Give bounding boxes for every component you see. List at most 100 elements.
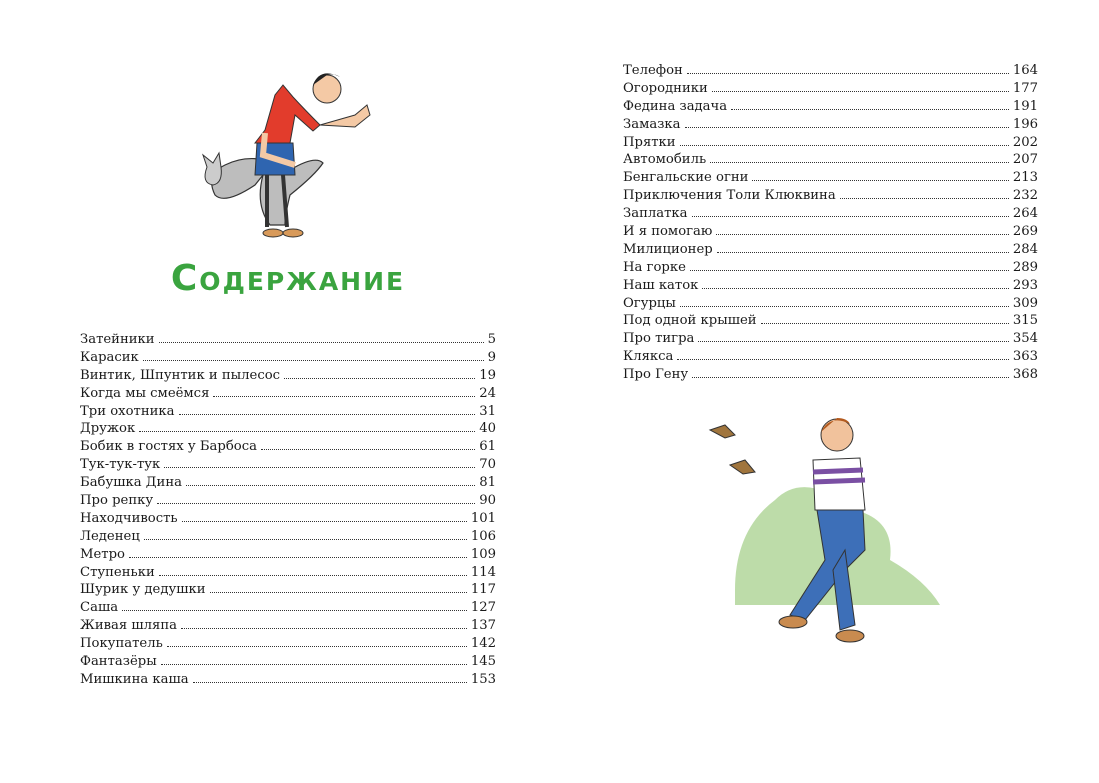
toc-entry[interactable]: Милиционер 284 — [623, 241, 1038, 259]
toc-entry[interactable]: Приключения Толи Клюквина 232 — [623, 187, 1038, 205]
toc-entry[interactable]: Находчивость 101 — [80, 510, 496, 528]
toc-entry[interactable]: Под одной крышей 315 — [623, 312, 1038, 330]
toc-entry[interactable]: Прятки 202 — [623, 134, 1038, 152]
toc-entry[interactable]: Огурцы 309 — [623, 295, 1038, 313]
toc-entry-page: 24 — [479, 385, 496, 401]
toc-entry[interactable]: Заплатка 264 — [623, 205, 1038, 223]
toc-entry-title: Карасик — [80, 349, 139, 365]
dot-leader — [178, 413, 476, 415]
toc-entry-page: 232 — [1012, 188, 1038, 204]
dot-leader — [711, 90, 1009, 92]
toc-entry[interactable]: Карасик 9 — [80, 349, 496, 367]
toc-entry-page: 202 — [1012, 134, 1038, 150]
dot-leader — [716, 251, 1009, 253]
toc-entry-title: Винтик, Шпунтик и пылесос — [80, 367, 281, 383]
dot-leader — [691, 216, 1009, 218]
toc-entry[interactable]: Метро 109 — [80, 546, 496, 564]
toc-entry-page: 309 — [1012, 295, 1038, 311]
walking-boy-illustration — [708, 418, 940, 643]
toc-entry-page: 19 — [479, 367, 496, 383]
toc-entry[interactable]: Покупатель 142 — [80, 635, 496, 653]
toc-entry-title: Фантазёры — [80, 654, 157, 670]
dot-leader — [142, 359, 484, 361]
dot-leader — [731, 108, 1009, 110]
toc-entry-page: 127 — [470, 600, 496, 616]
toc-entry[interactable]: Когда мы смеёмся 24 — [80, 385, 496, 403]
dot-leader — [752, 180, 1009, 182]
toc-entry-page: 137 — [470, 618, 496, 634]
toc-entry[interactable]: Наш каток 293 — [623, 277, 1038, 295]
dot-leader — [158, 574, 467, 576]
toc-entry[interactable]: Фантазёры 145 — [80, 653, 496, 671]
toc-entry-page: 153 — [470, 671, 496, 687]
toc-entry-page: 90 — [479, 493, 496, 509]
toc-entry[interactable]: Три охотника 31 — [80, 403, 496, 421]
toc-entry-title: Клякса — [623, 349, 674, 365]
toc-entry[interactable]: Саша 127 — [80, 599, 496, 617]
toc-entry[interactable]: Бабушка Дина 81 — [80, 474, 496, 492]
toc-entry-page: 269 — [1012, 224, 1038, 240]
toc-entry[interactable]: Ступеньки 114 — [80, 564, 496, 582]
toc-entry[interactable]: Дружок 40 — [80, 420, 496, 438]
toc-entry[interactable]: Винтик, Шпунтик и пылесос 19 — [80, 367, 496, 385]
toc-entry-page: 101 — [470, 510, 496, 526]
dot-leader — [158, 342, 484, 343]
dot-leader — [689, 269, 1009, 271]
toc-entry-title: Телефон — [623, 63, 683, 78]
dot-leader — [166, 646, 467, 648]
toc-entry[interactable]: Про репку 90 — [80, 492, 496, 510]
toc-entry-title: Автомобиль — [623, 152, 707, 168]
toc-entry-page: 354 — [1012, 331, 1038, 347]
toc-entry[interactable]: Про тигра 354 — [623, 330, 1038, 348]
toc-entry[interactable]: Бобик в гостях у Барбоса 61 — [80, 438, 496, 456]
toc-entry-title: Дружок — [80, 421, 136, 437]
dot-leader — [839, 198, 1009, 200]
toc-entry-title: Шурик у дедушки — [80, 582, 206, 598]
toc-entry-title: Метро — [80, 546, 125, 562]
toc-entry-page: 114 — [470, 564, 496, 580]
toc-entry[interactable]: Федина задача 191 — [623, 98, 1038, 116]
toc-entry-title: Прятки — [623, 134, 676, 150]
dot-leader — [284, 377, 476, 379]
toc-entry[interactable]: Замазка 196 — [623, 116, 1038, 134]
dot-leader — [128, 556, 467, 558]
boy-and-cat-illustration — [201, 73, 371, 238]
dot-leader — [157, 503, 476, 505]
toc-entry[interactable]: Тук-тук-тук 70 — [80, 456, 496, 474]
toc-entry[interactable]: Телефон 164 — [623, 62, 1038, 80]
dot-leader — [716, 234, 1009, 236]
dot-leader — [677, 359, 1009, 361]
toc-entry-title: Бабушка Дина — [80, 475, 182, 491]
toc-entry[interactable]: Шурик у дедушки 117 — [80, 581, 496, 599]
toc-entry[interactable]: Живая шляпа 137 — [80, 617, 496, 635]
toc-entry[interactable]: И я помогаю 269 — [623, 223, 1038, 241]
toc-entry-title: Про тигра — [623, 331, 695, 347]
toc-entry-title: На горке — [623, 259, 686, 275]
toc-entry[interactable]: Мишкина каша 153 — [80, 671, 496, 689]
dot-leader — [143, 538, 467, 540]
page-title: Содержание — [170, 258, 406, 299]
toc-entry[interactable]: На горке 289 — [623, 259, 1038, 277]
toc-entry-title: Леденец — [80, 528, 140, 544]
toc-entry[interactable]: Про Гену 368 — [623, 366, 1038, 384]
toc-entry[interactable]: Затейники 5 — [80, 331, 496, 349]
dot-leader — [684, 126, 1009, 128]
toc-entry[interactable]: Автомобиль 207 — [623, 151, 1038, 169]
dot-leader — [209, 592, 467, 594]
toc-entry[interactable]: Леденец 106 — [80, 528, 496, 546]
toc-entry-page: 9 — [487, 349, 496, 365]
dot-leader — [122, 610, 467, 612]
toc-entry[interactable]: Бенгальские огни 213 — [623, 169, 1038, 187]
toc-entry-title: Про репку — [80, 493, 154, 509]
toc-entry-page: 191 — [1012, 98, 1038, 114]
toc-entry-page: 117 — [470, 582, 496, 598]
dot-leader — [185, 485, 476, 487]
dot-leader — [213, 395, 476, 397]
toc-entry[interactable]: Клякса 363 — [623, 348, 1038, 366]
toc-entry-page: 31 — [479, 403, 496, 419]
dot-leader — [702, 287, 1009, 289]
toc-entry[interactable]: Огородники 177 — [623, 80, 1038, 98]
toc-entry-page: 106 — [470, 528, 496, 544]
toc-entry-page: 5 — [487, 332, 496, 347]
toc-entry-title: Огурцы — [623, 295, 676, 311]
